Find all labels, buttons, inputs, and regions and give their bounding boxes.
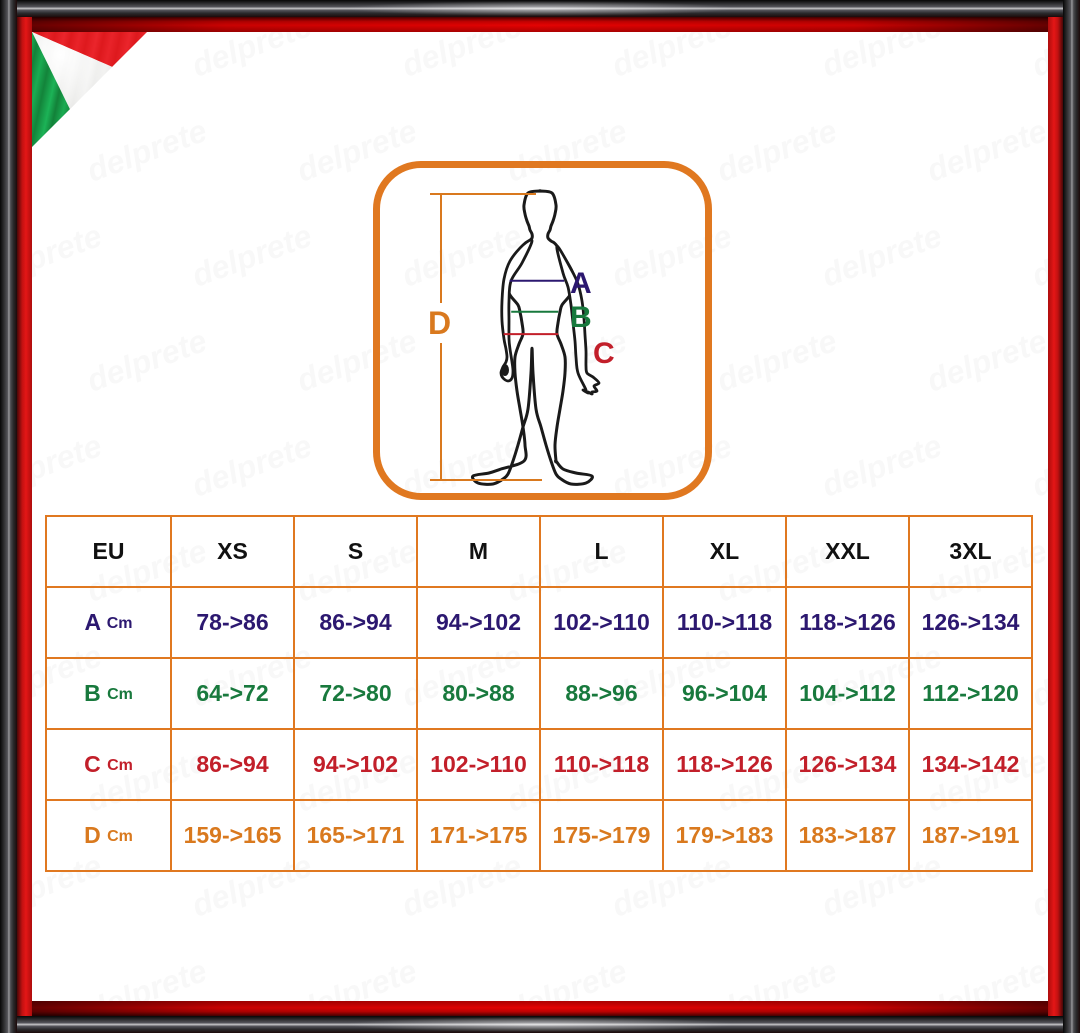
- svg-text:B: B: [570, 301, 592, 334]
- svg-text:delprete: delprete: [712, 322, 841, 398]
- svg-text:delprete: delprete: [712, 112, 841, 188]
- svg-text:delprete: delprete: [817, 427, 946, 503]
- svg-text:C: C: [593, 337, 615, 370]
- svg-text:delprete: delprete: [817, 32, 946, 84]
- svg-text:D: D: [428, 305, 451, 341]
- svg-text:delprete: delprete: [187, 427, 316, 503]
- svg-text:delprete: delprete: [1027, 217, 1048, 293]
- svg-text:delprete: delprete: [817, 217, 946, 293]
- svg-text:delprete: delprete: [922, 112, 1048, 188]
- svg-text:delprete: delprete: [397, 32, 526, 84]
- svg-text:delprete: delprete: [922, 322, 1048, 398]
- svg-text:delprete: delprete: [32, 217, 106, 293]
- svg-text:delprete: delprete: [1027, 427, 1048, 503]
- svg-text:delprete: delprete: [82, 952, 211, 1001]
- svg-text:delprete: delprete: [292, 952, 421, 1001]
- svg-text:delprete: delprete: [502, 952, 631, 1001]
- svg-text:delprete: delprete: [607, 32, 736, 84]
- svg-text:delprete: delprete: [1027, 32, 1048, 84]
- svg-text:delprete: delprete: [187, 217, 316, 293]
- svg-text:delprete: delprete: [187, 32, 316, 84]
- svg-text:A: A: [570, 267, 592, 300]
- svg-text:delprete: delprete: [82, 322, 211, 398]
- svg-text:delprete: delprete: [922, 952, 1048, 1001]
- svg-text:delprete: delprete: [32, 427, 106, 503]
- svg-text:delprete: delprete: [712, 952, 841, 1001]
